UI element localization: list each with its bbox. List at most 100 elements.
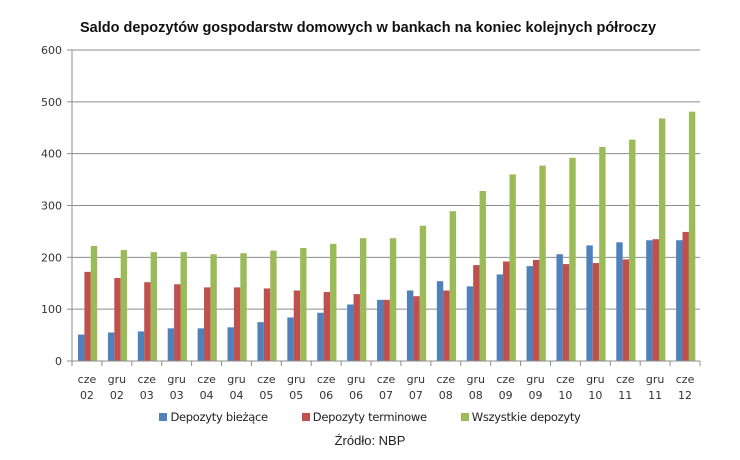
x-tick-label: gru [407,373,425,386]
bar [629,139,636,361]
x-tick-label: 04 [200,389,214,402]
x-tick-label: cze [676,373,695,386]
bar [682,231,689,361]
bar [257,322,264,361]
x-tick-label: 07 [379,389,393,402]
bar [323,292,331,361]
bar [646,240,653,361]
bar [300,248,307,361]
bar [658,118,666,361]
legend-label: Depozyty bieżące [170,410,268,424]
legend-swatch-blue [159,413,168,421]
legend-label: Depozyty terminowe [312,410,427,424]
bar [347,304,354,361]
bar [240,253,247,361]
bar [174,284,181,361]
x-tick-label: cze [78,373,97,386]
y-tick-label: 600 [41,44,62,57]
bar [526,266,533,361]
bar [389,238,397,361]
x-tick-label: 02 [80,389,94,402]
bar [586,245,593,361]
bar [353,294,360,361]
x-tick-label: cze [377,373,396,386]
x-tick-label: 06 [349,389,363,402]
bar [293,290,301,361]
bar [592,263,600,361]
chart-title: Saldo depozytów gospodarstw domowych w b… [80,20,657,36]
bar [509,174,516,361]
bar [84,271,91,361]
x-tick-label: cze [137,373,156,386]
bar [473,265,480,361]
bar [556,254,563,361]
bar [532,259,540,361]
legend-item-current-deposits: Depozyty bieżące [159,410,268,424]
x-tick-label: 08 [439,389,453,402]
x-tick-label: gru [227,373,245,386]
x-tick-label: 10 [558,389,572,402]
x-tick-label: 12 [678,389,692,402]
bar [233,287,241,361]
x-tick-label: 03 [140,389,154,402]
bar [406,290,414,361]
legend: Depozyty bieżące Depozyty terminowe Wszy… [0,410,740,424]
bar [204,287,211,361]
x-tick-label: 03 [170,389,184,402]
bar [449,211,457,361]
x-tick-label: cze [437,373,456,386]
x-tick-label: gru [646,373,664,386]
x-tick-label: 05 [289,389,303,402]
bar [599,146,606,361]
x-tick-label: 09 [499,389,513,402]
x-tick-label: cze [496,373,515,386]
y-tick-label: 500 [41,96,62,109]
x-tick-label: 02 [110,389,124,402]
x-tick-label: gru [526,373,544,386]
bar [562,264,570,361]
bar [569,157,576,361]
x-tick-label: cze [317,373,336,386]
x-tick-label: 11 [618,389,632,402]
x-tick-label: 08 [469,389,483,402]
bar [197,328,205,361]
x-tick-label: 05 [259,389,273,402]
bar [436,281,444,361]
x-tick-label: cze [257,373,276,386]
bar [616,242,623,361]
legend-label: Wszystkie depozyty [471,410,581,424]
y-tick-label: 200 [41,251,62,264]
x-tick-label: 09 [529,389,543,402]
legend-item-all-deposits: Wszystkie depozyty [460,410,581,424]
legend-swatch-red [301,413,310,421]
bar [120,250,128,361]
bar [419,225,427,361]
x-tick-label: 11 [648,389,662,402]
legend-item-term-deposits: Depozyty terminowe [301,410,427,424]
y-axis-ticks: 0 100 200 300 400 500 600 [41,44,72,368]
x-tick-label: gru [287,373,305,386]
bar [107,332,115,361]
bar [210,254,217,361]
x-axis-ticks: cze 02 gru 02 cze 03 gru 03 cze 04 gru 04 cze 05 gru 05… [71,361,701,402]
bar [90,245,98,361]
x-tick-label: cze [616,373,635,386]
bar [114,278,121,361]
bar [227,327,234,361]
x-tick-label: cze [556,373,575,386]
bars [78,111,696,361]
legend-swatch-green [460,413,469,421]
x-tick-label: 10 [588,389,602,402]
bar [652,239,659,361]
x-tick-label: 06 [319,389,333,402]
y-tick-label: 100 [41,303,62,316]
bar [383,299,390,361]
x-tick-label: gru [466,373,484,386]
bar [496,274,504,361]
bar [622,259,630,361]
bar [137,331,145,361]
bar [377,299,384,361]
y-tick-label: 0 [55,355,62,368]
bar [688,111,696,361]
x-tick-label: 04 [229,389,243,402]
